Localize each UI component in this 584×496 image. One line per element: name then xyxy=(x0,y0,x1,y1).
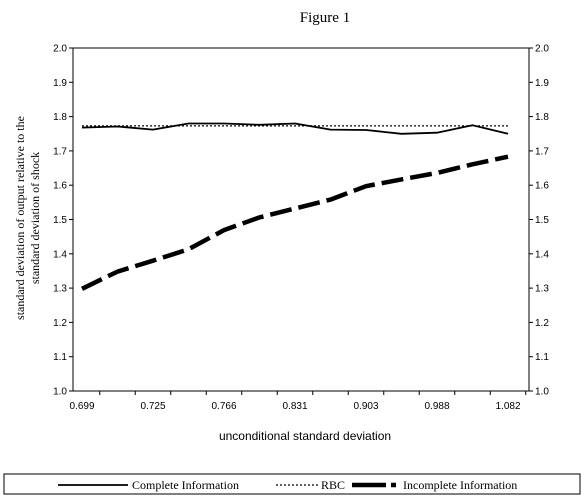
y-right-tick-label: 1.9 xyxy=(535,78,549,89)
x-tick-label: 0.725 xyxy=(140,401,165,412)
x-tick-label: 0.831 xyxy=(282,401,307,412)
y-left-tick-label: 1.6 xyxy=(53,181,67,192)
legend: Complete Information RBC Incomplete Inform… xyxy=(3,473,581,495)
y-left-tick-label: 1.2 xyxy=(53,318,67,329)
y-right-tick-label: 1.3 xyxy=(535,284,549,295)
legend-label-rbc: RBC xyxy=(321,478,345,492)
y-axis-label-line2: standard deviation of shock xyxy=(28,152,42,284)
legend-label-incomplete-information: Incomplete Information xyxy=(403,478,517,492)
y-left-tick-label: 1.3 xyxy=(53,284,67,295)
plot-area xyxy=(72,47,530,392)
y-left-tick-label: 1.4 xyxy=(53,249,67,260)
y-left-tick-label: 1.0 xyxy=(53,387,67,398)
y-axis-left: 1.0 1.1 1.2 1.3 1.4 1.5 1.6 1.7 1.8 1.9 2.0 xyxy=(53,44,73,398)
y-right-tick-label: 1.4 xyxy=(535,249,549,260)
y-axis-label: standard deviation of output relative to… xyxy=(13,116,42,320)
x-axis: 0.699 0.725 0.766 0.831 0.903 0.988 1.082 xyxy=(69,391,527,412)
y-axis-right: 1.0 1.1 1.2 1.3 1.4 1.5 1.6 1.7 1.8 1.9 2.0 xyxy=(529,44,549,398)
y-left-tick-label: 1.9 xyxy=(53,78,67,89)
x-tick-label: 1.082 xyxy=(495,401,520,412)
legend-box xyxy=(3,473,581,495)
y-left-tick-label: 1.7 xyxy=(53,146,67,157)
y-right-tick-label: 1.6 xyxy=(535,181,549,192)
x-tick-label: 0.699 xyxy=(69,401,94,412)
y-right-tick-label: 1.1 xyxy=(535,352,549,363)
legend-label-complete-information: Complete Information xyxy=(132,478,239,492)
chart-title: Figure 1 xyxy=(300,10,350,26)
y-right-tick-label: 2.0 xyxy=(535,44,549,55)
series-line-complete-information xyxy=(81,122,509,135)
x-tick-label: 0.766 xyxy=(211,401,236,412)
series-line-incomplete-information xyxy=(81,154,509,291)
x-tick-label: 0.988 xyxy=(424,401,449,412)
y-left-tick-label: 1.8 xyxy=(53,112,67,123)
x-tick-label: 0.903 xyxy=(353,401,378,412)
y-axis-label-line1: standard deviation of output relative to… xyxy=(13,116,27,320)
y-right-tick-label: 1.5 xyxy=(535,215,549,226)
y-right-tick-label: 1.2 xyxy=(535,318,549,329)
y-left-tick-label: 2.0 xyxy=(53,44,67,55)
y-right-tick-label: 1.8 xyxy=(535,112,549,123)
series-layer xyxy=(81,122,509,291)
y-right-tick-label: 1.0 xyxy=(535,387,549,398)
y-left-tick-label: 1.1 xyxy=(53,352,67,363)
y-left-tick-label: 1.5 xyxy=(53,215,67,226)
y-right-tick-label: 1.7 xyxy=(535,146,549,157)
x-axis-label: unconditional standard deviation xyxy=(219,429,391,443)
